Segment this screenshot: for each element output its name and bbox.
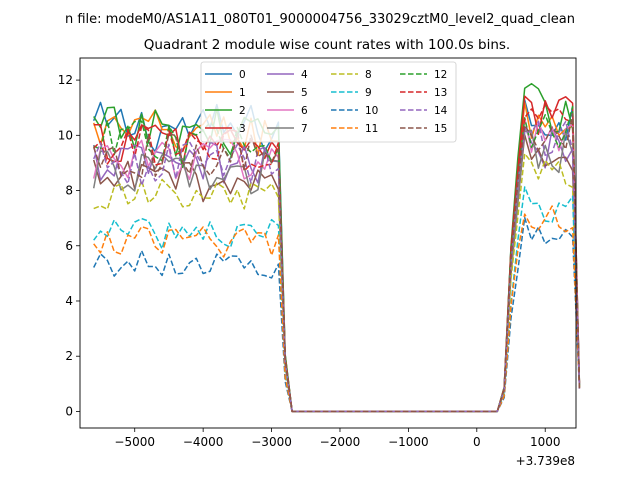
legend-label-1: 1 [239, 87, 246, 99]
y-tick-label: 4 [65, 294, 73, 308]
x-axis: −5000 −4000 −3000 −2000 −1000 0 1000 [114, 428, 560, 449]
legend-label-6: 6 [301, 105, 308, 117]
chart-title: Quadrant 2 module wise count rates with … [144, 37, 510, 53]
x-tick-label: 0 [473, 435, 481, 449]
legend-box [200, 61, 457, 143]
legend-label-14: 14 [434, 105, 448, 117]
y-tick-label: 0 [65, 404, 73, 418]
x-tick-label: −5000 [114, 435, 155, 449]
y-tick-label: 12 [58, 73, 73, 87]
x-tick-label: −1000 [388, 435, 429, 449]
series-line-7 [92, 129, 581, 413]
legend-label-8: 8 [365, 69, 372, 81]
y-tick-label: 2 [65, 349, 73, 363]
legend-label-15: 15 [434, 123, 447, 135]
legend-label-9: 9 [365, 87, 372, 99]
series-line-11 [93, 205, 581, 413]
y-tick-label: 10 [58, 128, 73, 142]
figure-suptitle: n file: modeM0/AS1A11_080T01_9000004756_… [65, 12, 575, 27]
x-tick-label: −2000 [320, 435, 361, 449]
series-line-14 [93, 120, 581, 413]
legend-label-0: 0 [239, 69, 246, 81]
series-line-4 [92, 126, 581, 413]
x-tick-label: −4000 [183, 435, 224, 449]
legend-label-12: 12 [434, 69, 447, 81]
legend-label-7: 7 [301, 123, 308, 135]
y-axis: 0 2 4 6 8 10 12 [58, 73, 80, 418]
series-line-15 [92, 113, 581, 413]
legend-label-10: 10 [365, 105, 378, 117]
legend-label-5: 5 [301, 87, 308, 99]
series-line-10 [93, 216, 581, 413]
x-tick-label: −3000 [251, 435, 292, 449]
y-tick-label: 6 [65, 239, 73, 253]
axes-frame [79, 57, 577, 429]
legend-label-11: 11 [365, 123, 378, 135]
y-tick-label: 8 [65, 184, 73, 198]
legend-label-3: 3 [239, 123, 246, 135]
legend-label-13: 13 [434, 87, 447, 99]
x-offset-label: +3.739e8 [516, 454, 575, 468]
x-tick-label: 1000 [530, 435, 561, 449]
series-line-9 [93, 186, 581, 413]
legend-label-2: 2 [239, 105, 246, 117]
plot-area [92, 82, 581, 413]
legend-label-4: 4 [301, 69, 308, 81]
